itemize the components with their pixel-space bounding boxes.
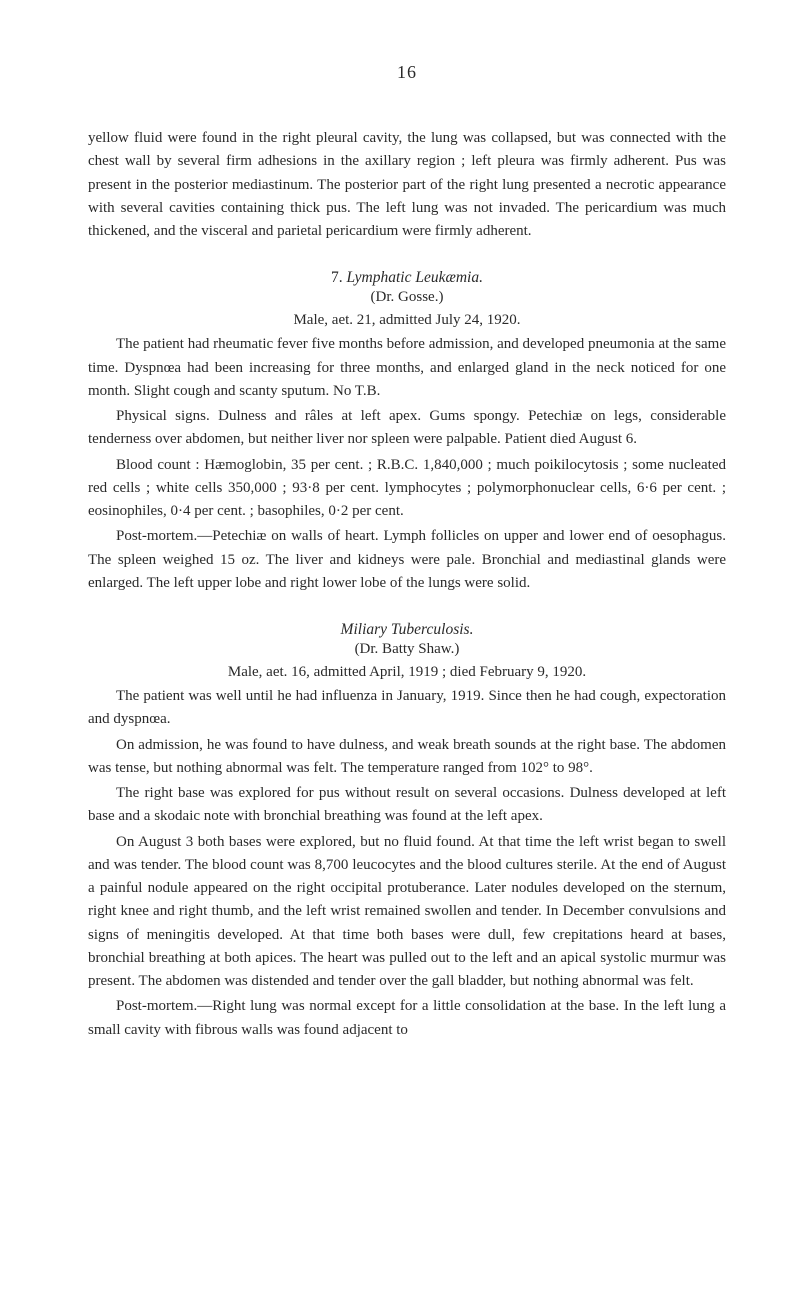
section-number: 7. (331, 269, 343, 286)
body-paragraph: Post-mortem.—Right lung was normal excep… (88, 995, 726, 1042)
body-paragraph: On admission, he was found to have dulne… (88, 734, 726, 781)
body-paragraph: yellow fluid were found in the right ple… (88, 127, 726, 243)
case-line: Male, aet. 21, admitted July 24, 1920. (88, 312, 726, 329)
page-number: 16 (88, 62, 726, 83)
section-title-text: Lymphatic Leukæmia. (347, 269, 483, 286)
body-paragraph: The patient had rheumatic fever five mon… (88, 333, 726, 403)
section-title: 7. Lymphatic Leukæmia. (88, 269, 726, 287)
body-paragraph: Blood count : Hæmoglobin, 35 per cent. ;… (88, 454, 726, 524)
section-title: Miliary Tuberculosis. (88, 621, 726, 639)
section-author: (Dr. Batty Shaw.) (88, 641, 726, 658)
body-paragraph: On August 3 both bases were explored, bu… (88, 831, 726, 994)
page-container: 16 yellow fluid were found in the right … (0, 0, 800, 1084)
body-paragraph: Physical signs. Dulness and râles at lef… (88, 405, 726, 452)
body-paragraph: The right base was explored for pus with… (88, 782, 726, 829)
section-author: (Dr. Gosse.) (88, 289, 726, 306)
case-line: Male, aet. 16, admitted April, 1919 ; di… (88, 664, 726, 681)
body-paragraph: Post-mortem.—Petechiæ on walls of heart.… (88, 525, 726, 595)
body-paragraph: The patient was well until he had influe… (88, 685, 726, 732)
